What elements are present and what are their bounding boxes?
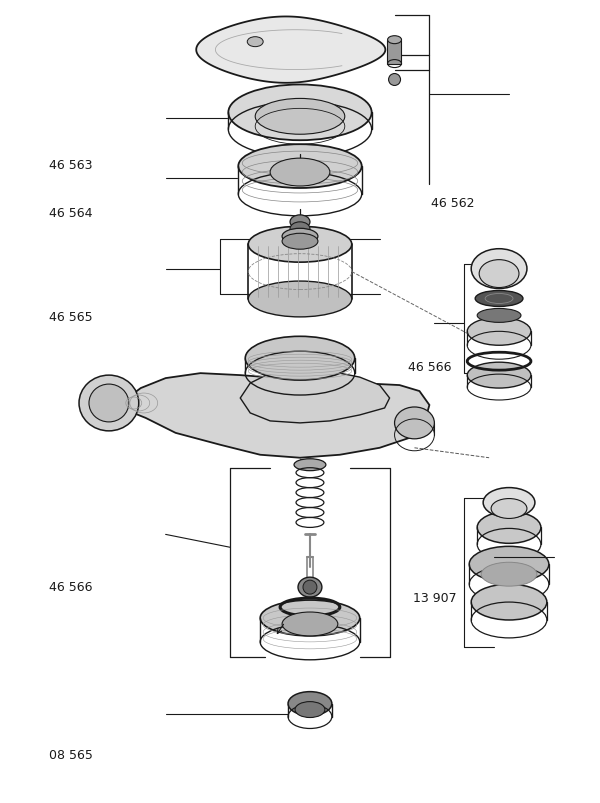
Polygon shape (240, 369, 389, 423)
Ellipse shape (282, 612, 338, 636)
Ellipse shape (89, 385, 129, 422)
Ellipse shape (469, 547, 549, 582)
Ellipse shape (467, 363, 531, 389)
Bar (386, 41, 401, 64)
Ellipse shape (290, 215, 310, 230)
Ellipse shape (395, 407, 434, 439)
Ellipse shape (389, 75, 401, 87)
Ellipse shape (294, 459, 326, 471)
Ellipse shape (79, 376, 139, 431)
Ellipse shape (483, 488, 535, 518)
Ellipse shape (282, 229, 318, 245)
Ellipse shape (295, 702, 325, 718)
Ellipse shape (238, 145, 362, 189)
Ellipse shape (303, 581, 317, 594)
Ellipse shape (248, 227, 352, 263)
FancyArrowPatch shape (277, 625, 284, 634)
Ellipse shape (288, 692, 332, 715)
Ellipse shape (292, 231, 308, 242)
Ellipse shape (282, 234, 318, 250)
Ellipse shape (260, 601, 360, 636)
Ellipse shape (471, 585, 547, 620)
Ellipse shape (491, 499, 527, 519)
Ellipse shape (481, 563, 537, 586)
Ellipse shape (388, 37, 401, 45)
Ellipse shape (290, 222, 310, 236)
Ellipse shape (475, 291, 523, 307)
Ellipse shape (247, 38, 263, 47)
Text: 46 565: 46 565 (49, 311, 93, 324)
Ellipse shape (298, 577, 322, 597)
Ellipse shape (245, 337, 355, 381)
Text: 46 566: 46 566 (407, 361, 451, 373)
Text: 46 564: 46 564 (49, 207, 92, 220)
Polygon shape (121, 373, 430, 459)
Text: 08 565: 08 565 (49, 748, 93, 761)
Ellipse shape (479, 260, 519, 288)
Ellipse shape (467, 318, 531, 346)
Ellipse shape (229, 85, 371, 141)
Polygon shape (196, 18, 385, 84)
Text: 46 566: 46 566 (49, 581, 92, 593)
Ellipse shape (248, 282, 352, 317)
Text: 13 907: 13 907 (413, 591, 457, 604)
Ellipse shape (477, 512, 541, 544)
Ellipse shape (471, 250, 527, 289)
Ellipse shape (477, 309, 521, 323)
Ellipse shape (255, 100, 345, 135)
Text: 46 563: 46 563 (49, 159, 92, 172)
Ellipse shape (270, 159, 330, 187)
Text: 46 562: 46 562 (431, 197, 475, 210)
